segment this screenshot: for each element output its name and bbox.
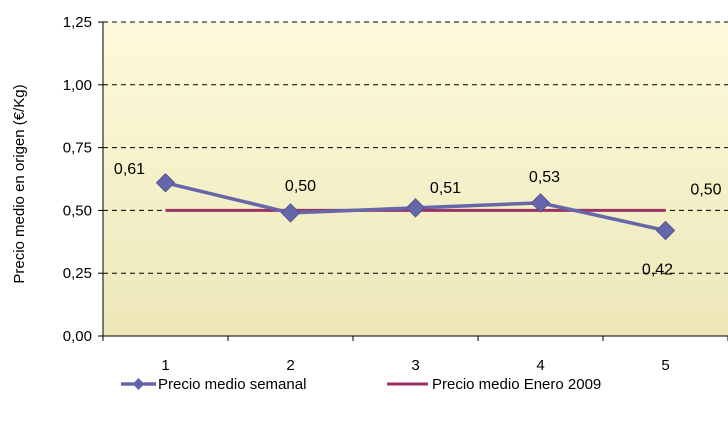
y-tick-label-5: 1,25 [63,14,92,31]
plot-area [103,22,728,336]
y-tick-label-2: 0,50 [63,202,92,219]
weekly-data-label-3: 0,51 [430,180,461,197]
weekly-point-2 [280,203,301,223]
legend-label-weekly: Precio medio semanal [158,376,306,393]
x-axis-ticks: 1 2 3 4 5 [102,336,728,374]
weekly-point-4 [530,193,551,213]
weekly-data-label-5: 0,42 [642,261,673,278]
weekly-point-3 [405,198,426,218]
legend: Precio medio semanal Precio medio Enero 2… [121,376,601,393]
y-axis-title: Precio medio en origen (€/Kg) [11,84,28,283]
series-layer [155,173,676,241]
y-tick-label-4: 1,00 [63,77,92,94]
legend-label-reference: Precio medio Enero 2009 [432,376,601,393]
x-tick-label-1: 2 [286,357,294,374]
weekly-point-5 [655,220,676,241]
x-tick-label-0: 1 [161,357,169,374]
y-tick-label-1: 0,25 [63,265,92,282]
weekly-data-label-4: 0,53 [529,169,560,186]
data-labels: 0,61 0,50 0,51 0,53 0,42 0,50 [114,161,722,279]
weekly-point-1 [155,173,176,193]
x-tick-label-3: 4 [536,357,544,374]
x-tick-label-2: 3 [411,357,419,374]
legend-marker-weekly [132,378,145,390]
y-axis-ticks: 0,00 0,25 0,50 0,75 1,00 1,25 [63,14,103,345]
y-tick-label-0: 0,00 [63,328,92,345]
reference-data-label: 0,50 [690,181,721,198]
x-tick-label-4: 5 [661,357,669,374]
axes [102,22,728,337]
y-tick-label-3: 0,75 [63,140,92,157]
weekly-data-label-1: 0,61 [114,161,145,178]
weekly-data-label-2: 0,50 [285,178,316,195]
